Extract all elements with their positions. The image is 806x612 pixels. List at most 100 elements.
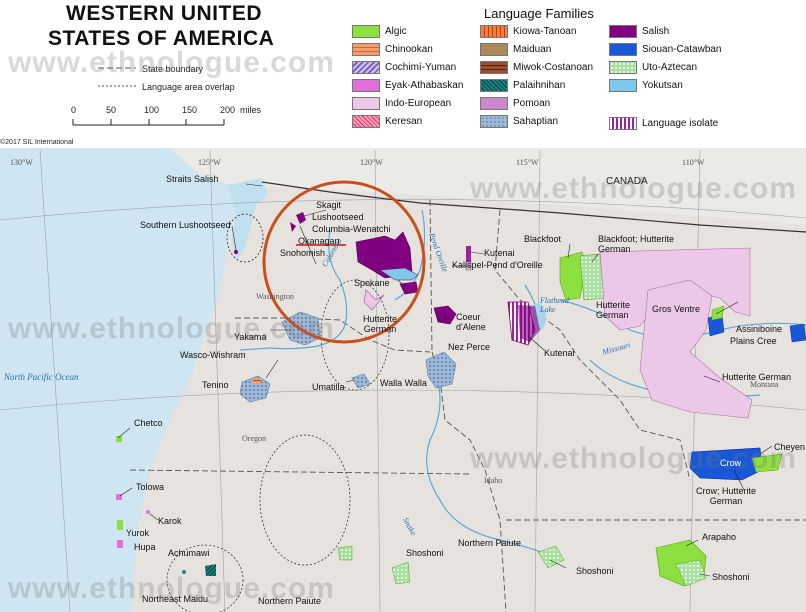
region-coeur-dalene — [433, 305, 457, 325]
region-southern-lushootseed — [226, 213, 264, 263]
place-washington: Washington — [256, 292, 295, 301]
label-tenino[interactable]: Tenino — [202, 380, 229, 390]
label-karok[interactable]: Karok — [158, 516, 182, 526]
scale-bar — [72, 119, 225, 126]
legend-swatch — [480, 115, 508, 128]
label-snohomish[interactable]: Snohomish — [280, 248, 326, 258]
label-achumawi[interactable]: Achumawi — [168, 548, 210, 558]
scale-tick-200: 200 — [220, 105, 236, 115]
legend-item-language-isolate: Language isolate — [609, 117, 718, 130]
legend-swatch — [609, 25, 637, 38]
meridian-130w: 130°W — [10, 158, 33, 167]
legend-swatch — [480, 43, 508, 56]
region-shoshoni-id — [391, 561, 411, 585]
puget-sound — [228, 178, 268, 262]
region-southern-lushootseed-dot — [234, 250, 238, 254]
legend-swatch — [352, 61, 380, 74]
label-hupa[interactable]: Hupa — [134, 542, 156, 552]
label-assiniboine[interactable]: Assiniboine — [736, 324, 783, 334]
label-crow-hutterite[interactable]: Crow; Hutterite German — [695, 486, 757, 506]
label-hutterite-mt[interactable]: Hutterite German — [596, 300, 631, 320]
legend-item-sahaptian: Sahaptian — [480, 115, 558, 128]
legend-item-uto-aztecan: Uto-Aztecan — [609, 61, 697, 74]
canada-us-border — [261, 181, 806, 233]
meridian-120w: 120°W — [360, 158, 383, 167]
region-tolowa — [116, 494, 122, 500]
scale-tick-0: 0 — [71, 105, 77, 115]
boundary-key-lines — [98, 67, 136, 87]
label-gros-ventre[interactable]: Gros Ventre — [652, 304, 701, 314]
legend-swatch — [480, 61, 508, 74]
label-lushootseed[interactable]: Lushootseed — [312, 212, 364, 222]
label-arapaho[interactable]: Arapaho — [702, 532, 737, 542]
region-northern-paiute-id — [537, 545, 565, 569]
label-northeast-maidu[interactable]: Northeast Maidu — [142, 594, 209, 604]
map-header: WESTERN UNITED STATES OF AMERICA Languag… — [0, 0, 806, 148]
legend-swatch — [352, 115, 380, 128]
label-chetco[interactable]: Chetco — [134, 418, 163, 428]
legend-swatch — [609, 79, 637, 92]
legend-item-siouan-catawban: Siouan-Catawban — [609, 43, 722, 56]
legend-swatch — [609, 117, 637, 130]
legend-item-yokutsan: Yokutsan — [609, 79, 683, 92]
label-okanagan[interactable]: Okanagan — [298, 236, 340, 246]
region-blackfoot — [559, 251, 587, 301]
label-cheyenne[interactable]: Cheyen — [774, 442, 806, 452]
legend-item-chinookan: Chinookan — [352, 43, 433, 56]
label-kalispel[interactable]: Kalispel-Pend d'Oreille — [452, 260, 543, 270]
region-kutenai-north — [466, 246, 471, 264]
region-hupa — [117, 540, 123, 548]
label-crow[interactable]: Crow — [720, 458, 742, 468]
map-canvas[interactable]: www.ethnologue.com www.ethnologue.com ww… — [0, 148, 806, 612]
label-spokane[interactable]: Spokane — [354, 278, 390, 288]
label-shoshoni-wy[interactable]: Shoshoni — [712, 572, 750, 582]
scale-tick-150: 150 — [182, 105, 198, 115]
label-nez-perce[interactable]: Nez Perce — [448, 342, 491, 352]
label-umatilla[interactable]: Umatilla — [312, 382, 345, 392]
region-achumawi-dot — [182, 570, 186, 574]
label-hutterite-mt2[interactable]: Hutterite German — [722, 372, 792, 382]
legend-swatch — [480, 97, 508, 110]
scale-tick-50: 50 — [106, 105, 117, 115]
map-base-svg — [0, 148, 806, 612]
label-coeur-dalene[interactable]: Coeur d'Alene — [456, 312, 486, 332]
legend-item-eyak-athabaskan: Eyak-Athabaskan — [352, 79, 463, 92]
label-shoshoni-se[interactable]: Shoshoni — [576, 566, 614, 576]
leader-lines — [117, 183, 773, 577]
label-wasco-wishram[interactable]: Wasco-Wishram — [180, 350, 246, 360]
label-blackfoot-hutterite[interactable]: Blackfoot; Hutterite German — [598, 234, 675, 254]
label-kutenai-south[interactable]: Kutenai — [544, 348, 575, 358]
map-title-line-2: STATES OF AMERICA — [48, 27, 275, 50]
canada-area — [170, 148, 806, 225]
label-columbia-wenatchi[interactable]: Columbia-Wenatchi — [312, 224, 391, 234]
label-yurok[interactable]: Yurok — [126, 528, 150, 538]
region-skagit — [296, 212, 306, 224]
label-northern-paiute-s[interactable]: Northern Paiute — [258, 596, 322, 606]
label-yakama[interactable]: Yakama — [234, 332, 267, 342]
label-northern-paiute-id[interactable]: Northern Paiute — [458, 538, 522, 548]
overlap-label: Language area overlap — [142, 82, 235, 92]
label-plains-cree[interactable]: Plains Cree — [730, 336, 777, 346]
label-kutenai-north[interactable]: Kutenai — [484, 248, 515, 258]
label-hutterite-wa[interactable]: Hutterite German — [362, 314, 397, 334]
label-southern-lushootseed[interactable]: Southern Lushootseed — [140, 220, 231, 230]
place-idaho: Idaho — [484, 476, 503, 485]
meridian-125w: 125°W — [198, 158, 221, 167]
map-title-line-1: WESTERN UNITED — [66, 2, 262, 25]
legend-item-algic: Algic — [352, 25, 407, 38]
legend-item-miwok-costanoan: Miwok-Costanoan — [480, 61, 593, 74]
legend-title: Language Families — [484, 6, 594, 21]
legend-item-palaihnihan: Palaihnihan — [480, 79, 565, 92]
region-crow — [689, 447, 763, 481]
label-straits-salish[interactable]: Straits Salish — [166, 174, 219, 184]
label-shoshoni-id[interactable]: Shoshoni — [406, 548, 444, 558]
region-okanagan-water — [379, 267, 419, 281]
place-oregon: Oregon — [242, 434, 266, 443]
label-blackfoot[interactable]: Blackfoot — [524, 234, 562, 244]
meridian-115w: 115°W — [516, 158, 539, 167]
label-walla-walla[interactable]: Walla Walla — [380, 378, 427, 388]
label-tolowa[interactable]: Tolowa — [136, 482, 165, 492]
region-karok — [146, 510, 150, 514]
region-shoshoni-id-2 — [337, 545, 353, 561]
label-skagit[interactable]: Skagit — [316, 200, 342, 210]
